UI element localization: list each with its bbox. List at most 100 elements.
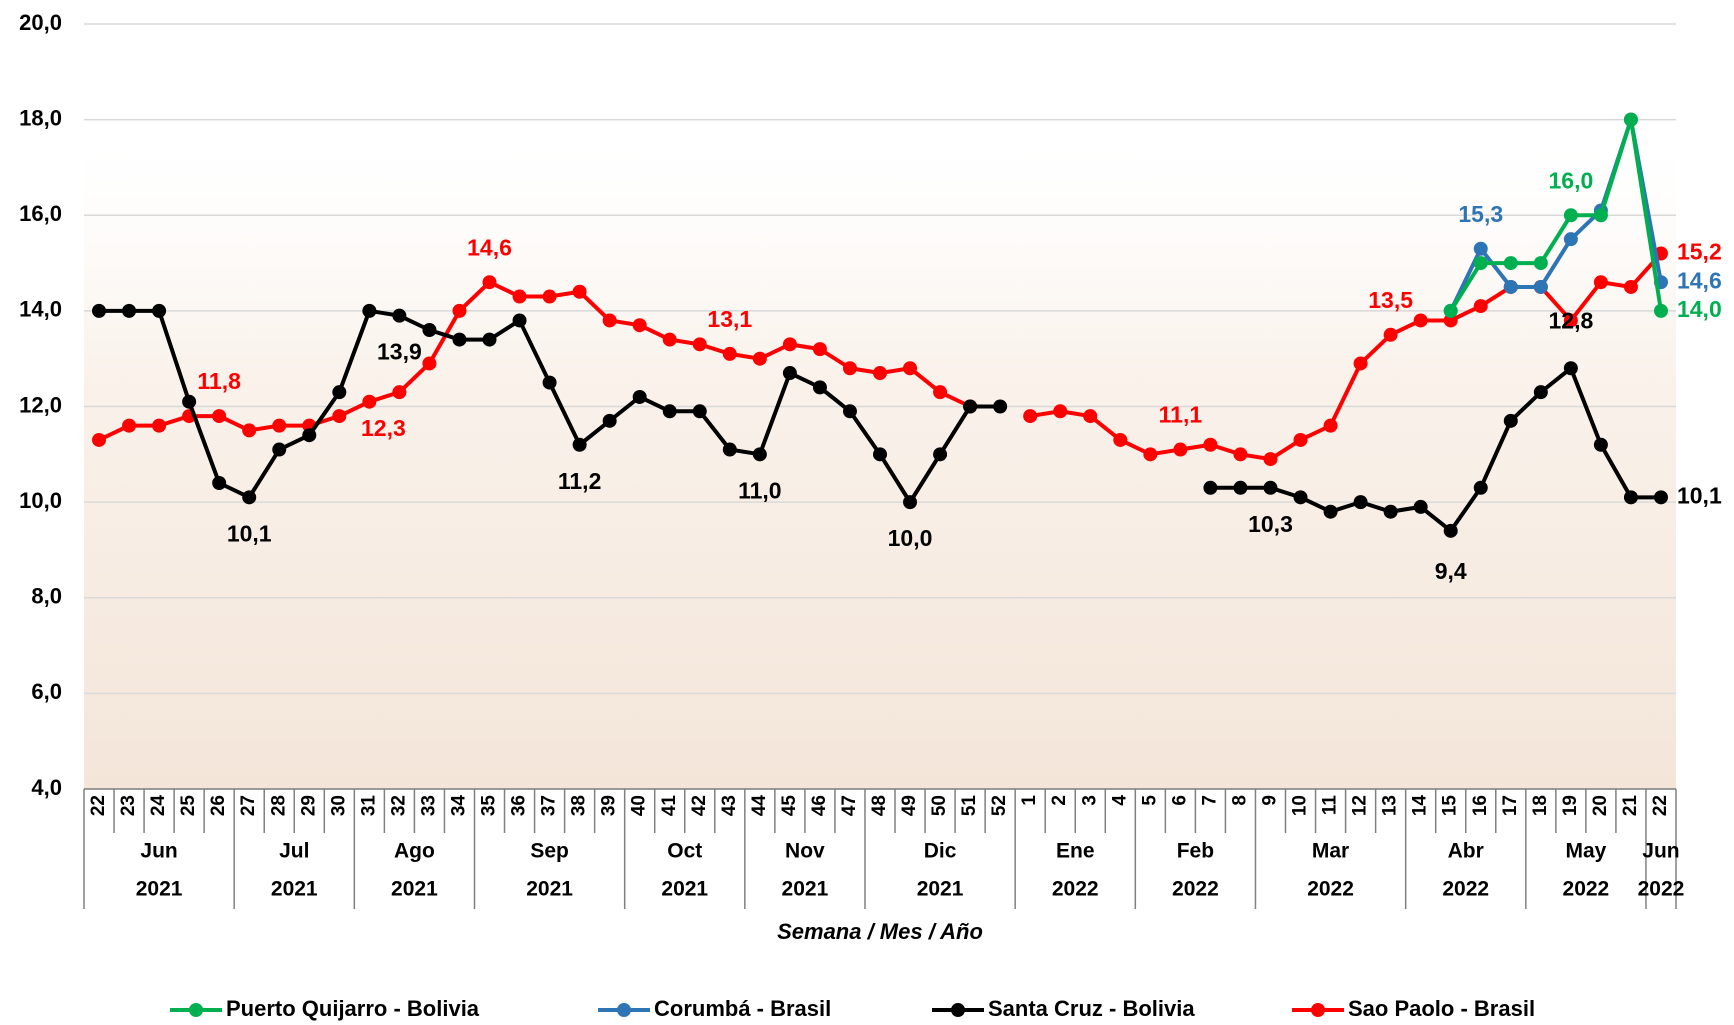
- data-point: [1534, 385, 1548, 399]
- data-point: [723, 347, 737, 361]
- y-tick-label: 6,0: [31, 679, 62, 704]
- x-tick-label: 34: [448, 795, 469, 817]
- x-tick-label: 16: [1470, 795, 1491, 816]
- x-tick-label: 39: [599, 795, 620, 816]
- x-tick-label: 49: [899, 795, 920, 816]
- data-point: [1113, 433, 1127, 447]
- x-tick-label: 48: [869, 795, 890, 816]
- x-tick-label: 44: [749, 795, 770, 817]
- month-label: Mar: [1312, 840, 1349, 863]
- legend-marker: [617, 1003, 631, 1017]
- x-tick-label: 33: [418, 795, 439, 816]
- data-point: [633, 390, 647, 404]
- data-point: [843, 361, 857, 375]
- y-tick-label: 8,0: [31, 584, 62, 609]
- data-point: [242, 423, 256, 437]
- data-point: [452, 333, 466, 347]
- data-label: 10,1: [227, 520, 272, 546]
- data-point: [1294, 490, 1308, 504]
- data-point: [1624, 113, 1638, 127]
- x-tick-label: 4: [1109, 795, 1130, 806]
- month-label: Jun: [1642, 840, 1679, 863]
- x-tick-label: 21: [1620, 795, 1641, 817]
- data-point: [1233, 447, 1247, 461]
- data-label: 10,1: [1677, 482, 1722, 508]
- data-point: [1594, 208, 1608, 222]
- data-point: [332, 385, 346, 399]
- data-label: 16,0: [1548, 167, 1593, 193]
- x-tick-label: 37: [539, 795, 560, 816]
- data-point: [1624, 280, 1638, 294]
- data-point: [723, 443, 737, 457]
- data-label: 12,8: [1548, 307, 1593, 333]
- x-tick-label: 31: [358, 795, 379, 817]
- data-point: [933, 447, 947, 461]
- x-tick-label: 35: [479, 795, 500, 817]
- y-tick-label: 16,0: [19, 201, 62, 226]
- x-tick-label: 22: [88, 795, 109, 816]
- data-point: [92, 304, 106, 318]
- x-tick-label: 6: [1169, 795, 1190, 806]
- y-tick-label: 10,0: [19, 488, 62, 513]
- year-label: 2021: [391, 878, 438, 901]
- month-label: Sep: [530, 840, 569, 863]
- page: Semana / Mes / Año 4,06,08,010,012,014,0…: [0, 0, 1734, 1025]
- legend-marker: [951, 1003, 965, 1017]
- data-point: [1444, 304, 1458, 318]
- data-label: 10,0: [888, 525, 933, 551]
- data-point: [1504, 256, 1518, 270]
- data-point: [152, 419, 166, 433]
- data-point: [1564, 232, 1578, 246]
- x-tick-label: 18: [1530, 795, 1551, 816]
- x-tick-label: 25: [178, 795, 199, 817]
- data-point: [873, 366, 887, 380]
- data-point: [422, 323, 436, 337]
- data-point: [1474, 242, 1488, 256]
- x-tick-label: 42: [689, 795, 710, 816]
- legend-label: Sao Paolo - Brasil: [1348, 996, 1535, 1021]
- data-point: [1654, 490, 1668, 504]
- data-point: [1594, 438, 1608, 452]
- data-point: [1534, 256, 1548, 270]
- data-point: [933, 385, 947, 399]
- data-point: [813, 342, 827, 356]
- month-label: Jun: [140, 840, 177, 863]
- data-label: 14,0: [1677, 296, 1722, 322]
- data-point: [513, 313, 527, 327]
- data-point: [1474, 256, 1488, 270]
- year-label: 2022: [1172, 878, 1219, 901]
- data-label: 15,2: [1677, 239, 1722, 265]
- data-point: [1053, 404, 1067, 418]
- data-point: [663, 333, 677, 347]
- data-point: [182, 395, 196, 409]
- data-point: [753, 447, 767, 461]
- data-label: 11,8: [197, 368, 241, 394]
- data-point: [543, 376, 557, 390]
- data-point: [1354, 495, 1368, 509]
- legend-marker: [189, 1003, 203, 1017]
- data-point: [362, 304, 376, 318]
- year-label: 2021: [782, 878, 829, 901]
- data-label: 13,9: [377, 339, 422, 365]
- data-point: [483, 333, 497, 347]
- y-tick-label: 18,0: [19, 105, 62, 130]
- data-point: [422, 356, 436, 370]
- x-tick-label: 3: [1079, 795, 1100, 806]
- data-point: [1324, 419, 1338, 433]
- data-point: [543, 290, 557, 304]
- x-tick-label: 19: [1560, 795, 1581, 816]
- legend-label: Santa Cruz - Bolivia: [988, 996, 1195, 1021]
- data-point: [92, 433, 106, 447]
- chart: Semana / Mes / Año 4,06,08,010,012,014,0…: [0, 0, 1734, 1025]
- year-label: 2022: [1638, 878, 1685, 901]
- y-tick-label: 14,0: [19, 297, 62, 322]
- x-tick-label: 45: [779, 795, 800, 817]
- data-point: [1324, 505, 1338, 519]
- data-point: [272, 443, 286, 457]
- data-point: [813, 380, 827, 394]
- data-point: [1504, 414, 1518, 428]
- data-label: 13,1: [707, 306, 752, 332]
- month-label: Jul: [279, 840, 309, 863]
- month-label: Feb: [1177, 840, 1214, 863]
- data-label: 10,3: [1248, 511, 1293, 537]
